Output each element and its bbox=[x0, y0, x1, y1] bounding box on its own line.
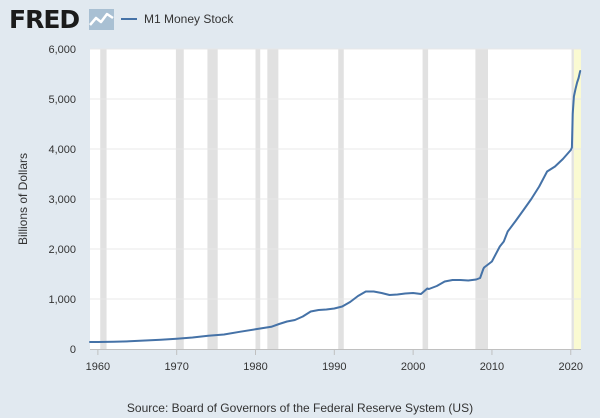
axes: 0 1,000 2,000 3,000 4,000 5,000 6,000 1960 1970 1… bbox=[16, 44, 583, 373]
y-tick-label: 3,000 bbox=[48, 194, 76, 206]
y-tick-label: 5,000 bbox=[48, 94, 76, 106]
y-tick-label: 6,000 bbox=[48, 44, 76, 56]
y-tick-label: 1,000 bbox=[48, 294, 76, 306]
x-tick-label: 1960 bbox=[86, 361, 110, 373]
x-tick-label: 1970 bbox=[164, 361, 188, 373]
source-note: Source: Board of Governors of the Federa… bbox=[126, 401, 474, 415]
y-tick-label: 0 bbox=[70, 344, 76, 356]
x-tick-label: 1980 bbox=[243, 361, 267, 373]
fred-logo[interactable]: FRED bbox=[9, 5, 80, 34]
series-group bbox=[89, 70, 582, 343]
x-tick-label: 2010 bbox=[480, 361, 504, 373]
legend-label: M1 Money Stock bbox=[144, 12, 234, 26]
x-tick-label: 1990 bbox=[322, 361, 346, 373]
y-tick-label: 2,000 bbox=[48, 244, 76, 256]
chart-header: FRED M1 Money Stock bbox=[0, 0, 600, 38]
y-tick-label: 4,000 bbox=[48, 144, 76, 156]
legend[interactable]: M1 Money Stock bbox=[121, 12, 233, 26]
y-axis-title: Billions of Dollars bbox=[16, 153, 30, 245]
series-line-m1-money-stock[interactable] bbox=[89, 70, 582, 343]
legend-swatch bbox=[121, 18, 137, 20]
gridlines bbox=[90, 48, 581, 300]
fred-chart-icon bbox=[89, 9, 114, 30]
x-tick-label: 2000 bbox=[401, 361, 425, 373]
x-tick-label: 2020 bbox=[559, 361, 583, 373]
